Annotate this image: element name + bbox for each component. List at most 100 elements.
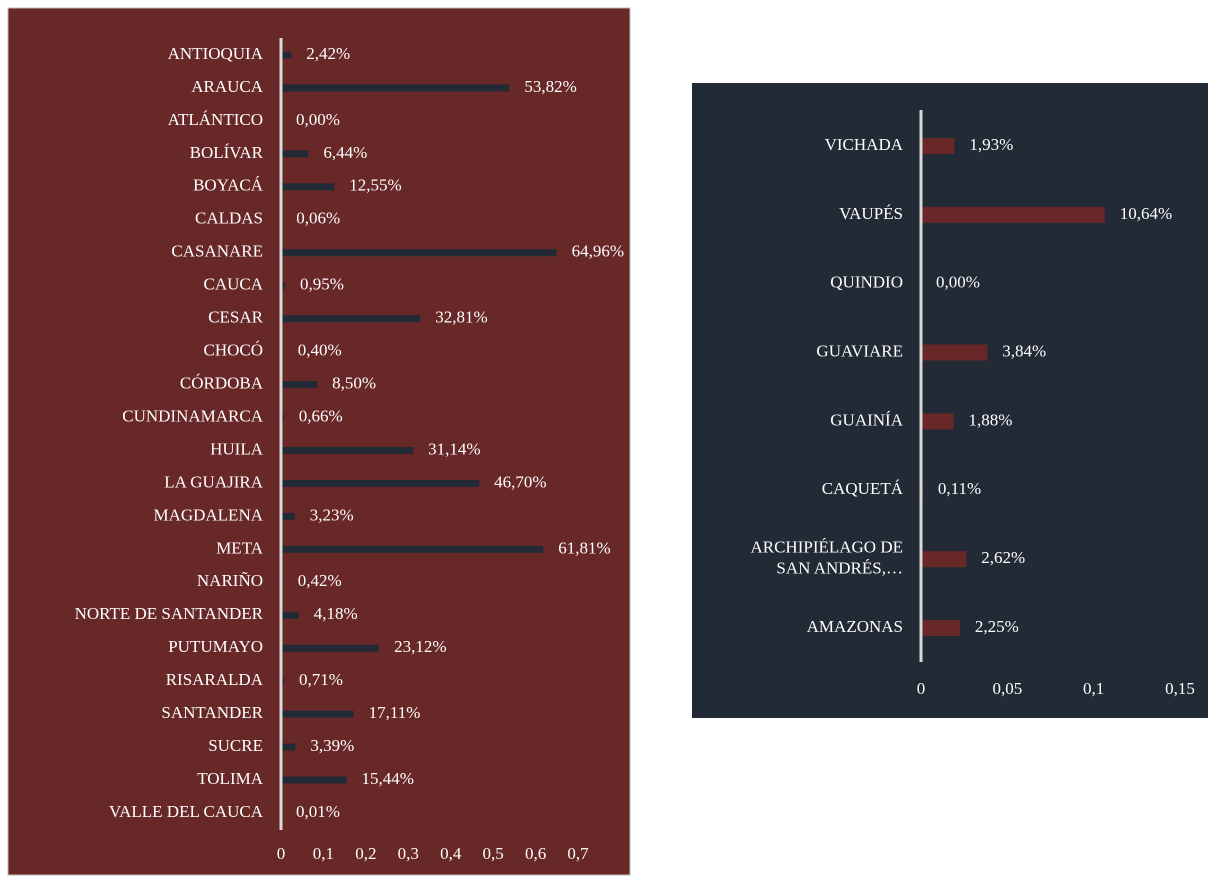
value-label: 32,81% — [435, 308, 487, 327]
x-tick-label: 0,05 — [992, 679, 1022, 698]
x-tick-label: 0 — [917, 679, 926, 698]
value-label: 0,00% — [296, 110, 340, 129]
value-label: 12,55% — [349, 176, 401, 195]
x-tick-label: 0,4 — [440, 844, 462, 863]
value-label: 46,70% — [494, 472, 546, 491]
category-label: ARCHIPIÉLAGO DE SAN ANDRÉS,… — [750, 538, 903, 578]
value-label: 3,23% — [310, 505, 354, 524]
chart-panel — [692, 83, 1208, 718]
value-label: 3,84% — [1002, 341, 1046, 360]
value-label: 4,18% — [314, 604, 358, 623]
bar — [281, 381, 318, 389]
category-label: NARIÑO — [197, 571, 263, 590]
bar — [281, 51, 292, 59]
value-label: 2,62% — [981, 548, 1025, 567]
category-label: BOLÍVAR — [190, 143, 264, 162]
category-label: PUTUMAYO — [168, 637, 263, 656]
x-tick-label: 0,15 — [1165, 679, 1195, 698]
category-label: GUAVIARE — [816, 341, 903, 360]
bar — [281, 677, 285, 685]
value-label: 0,00% — [936, 273, 980, 292]
value-label: 53,82% — [524, 77, 576, 96]
value-label: 2,25% — [975, 617, 1019, 636]
bar — [281, 84, 510, 92]
bar — [921, 551, 967, 568]
value-label: 61,81% — [558, 538, 610, 557]
bar — [281, 183, 335, 191]
bar — [281, 545, 544, 553]
bar — [281, 710, 354, 718]
bar — [281, 512, 295, 520]
category-label: BOYACÁ — [193, 176, 264, 195]
bar — [921, 413, 954, 430]
value-label: 0,66% — [299, 406, 343, 425]
category-label: CASANARE — [171, 242, 263, 261]
value-label: 8,50% — [332, 373, 376, 392]
value-label: 0,11% — [938, 479, 981, 498]
category-label: SUCRE — [208, 736, 263, 755]
chart-panel — [7, 7, 631, 876]
category-label: RISARALDA — [166, 670, 264, 689]
category-label: CUNDINAMARCA — [122, 406, 263, 425]
category-label: VICHADA — [825, 135, 904, 154]
value-label: 31,14% — [428, 439, 480, 458]
bar — [281, 479, 480, 487]
value-label: 3,39% — [310, 736, 354, 755]
category-label: GUAINÍA — [830, 410, 903, 429]
x-tick-label: 0,7 — [567, 844, 589, 863]
category-label: VAUPÉS — [839, 204, 903, 223]
x-tick-label: 0,6 — [525, 844, 546, 863]
x-tick-label: 0,3 — [398, 844, 419, 863]
category-label: ATLÁNTICO — [168, 110, 263, 129]
value-label: 23,12% — [394, 637, 446, 656]
bar — [921, 206, 1105, 223]
x-tick-label: 0,5 — [483, 844, 504, 863]
category-label: CÓRDOBA — [180, 373, 264, 392]
value-label: 2,42% — [306, 44, 350, 63]
bar — [281, 776, 347, 784]
bar — [921, 620, 960, 636]
bar — [281, 743, 296, 751]
category-label: TOLIMA — [197, 769, 264, 788]
x-tick-label: 0,1 — [1083, 679, 1104, 698]
category-label: HUILA — [210, 439, 264, 458]
category-label: META — [216, 538, 264, 557]
value-label: 0,95% — [300, 275, 344, 294]
x-tick-label: 0 — [277, 844, 286, 863]
value-label: 0,06% — [296, 209, 340, 228]
bar — [281, 249, 557, 257]
bar — [281, 644, 380, 652]
category-label: NORTE DE SANTANDER — [75, 604, 264, 623]
bar — [281, 611, 299, 619]
category-label: SANTANDER — [161, 703, 263, 722]
bar — [281, 315, 421, 323]
value-label: 0,71% — [299, 670, 343, 689]
category-label: CALDAS — [195, 209, 263, 228]
value-label: 15,44% — [362, 769, 414, 788]
category-label: MAGDALENA — [153, 505, 263, 524]
category-label: ARAUCA — [191, 77, 264, 96]
category-label: ANTIOQUIA — [168, 44, 264, 63]
category-label: VALLE DEL CAUCA — [109, 802, 264, 821]
category-label: CHOCÓ — [203, 341, 263, 360]
value-label: 0,42% — [298, 571, 342, 590]
category-label: CAUCA — [203, 275, 263, 294]
category-label: CESAR — [208, 308, 263, 327]
bar — [921, 138, 955, 154]
x-tick-label: 0,2 — [355, 844, 376, 863]
bar — [281, 282, 286, 290]
bar — [281, 446, 414, 454]
category-label: AMAZONAS — [807, 617, 903, 636]
value-label: 1,93% — [969, 135, 1013, 154]
value-label: 10,64% — [1120, 204, 1172, 223]
value-label: 64,96% — [572, 242, 624, 261]
category-label: LA GUAJIRA — [164, 472, 263, 491]
category-label: QUINDIO — [830, 273, 903, 292]
bar — [921, 344, 988, 361]
value-label: 0,40% — [298, 341, 342, 360]
category-label: CAQUETÁ — [822, 479, 904, 498]
value-label: 0,01% — [296, 802, 340, 821]
value-label: 6,44% — [323, 143, 367, 162]
